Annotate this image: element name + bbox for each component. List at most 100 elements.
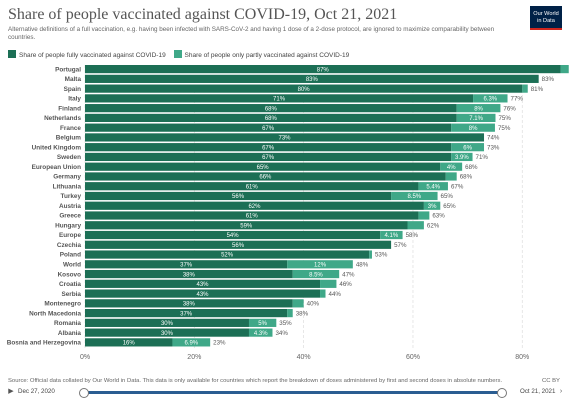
bar-fully-vaccinated	[85, 182, 419, 191]
data-label-total: 23%	[213, 340, 226, 347]
data-label-full: 62%	[248, 204, 261, 210]
bar-fully-vaccinated	[85, 172, 446, 181]
category-label: World	[63, 262, 81, 269]
data-label-total: 77%	[511, 96, 524, 103]
data-label-partial: 8.5%	[309, 272, 323, 278]
timeline-slider[interactable]	[79, 388, 507, 398]
bar-partly-vaccinated	[287, 260, 353, 269]
data-label-full: 43%	[197, 292, 210, 298]
data-label-full: 30%	[161, 321, 174, 327]
legend-item-partial[interactable]: Share of people only partly vaccinated a…	[173, 50, 350, 59]
bar-fully-vaccinated	[85, 65, 561, 74]
data-label-full: 61%	[246, 184, 259, 190]
source-note: Source: Official data collated by Our Wo…	[8, 378, 503, 384]
chart-title: Share of people vaccinated against COVID…	[8, 6, 398, 23]
data-label-partial: 4.3%	[254, 331, 268, 337]
category-label: Spain	[64, 86, 81, 93]
data-label-total: 75%	[498, 125, 511, 132]
category-label: Italy	[68, 96, 81, 103]
bar-fully-vaccinated	[85, 104, 457, 113]
data-label-full: 38%	[183, 272, 196, 278]
x-tick-label: 80%	[515, 354, 529, 361]
data-label-partial: 3.9%	[455, 155, 469, 161]
category-label: Greece	[59, 213, 81, 220]
data-label-total: 34%	[275, 330, 288, 337]
bar-partly-vaccinated	[320, 279, 337, 288]
x-tick-label: 0%	[80, 354, 90, 361]
data-label-total: 46%	[339, 281, 352, 288]
data-label-total: 53%	[375, 252, 388, 259]
data-label-full: 66%	[259, 175, 272, 181]
bar-fully-vaccinated	[85, 94, 474, 103]
data-label-total: 48%	[356, 262, 369, 269]
data-label-full: 56%	[232, 194, 245, 200]
bar-partly-vaccinated	[456, 113, 496, 122]
data-label-total: 44%	[329, 291, 342, 298]
bar-fully-vaccinated	[85, 338, 173, 347]
bar-fully-vaccinated	[85, 191, 392, 201]
category-label: Poland	[60, 252, 81, 259]
legend-label-partial: Share of people only partly vaccinated a…	[184, 52, 350, 59]
bar-fully-vaccinated	[85, 123, 452, 132]
category-label: United Kingdom	[32, 144, 82, 151]
data-label-partial: 8%	[474, 106, 483, 112]
data-label-total: 67%	[451, 183, 464, 190]
data-label-full: 65%	[257, 165, 270, 171]
data-label-total: 35%	[279, 320, 292, 327]
data-label-full: 38%	[183, 302, 196, 308]
data-label-full: 83%	[306, 77, 319, 83]
data-label-partial: 5%	[258, 321, 267, 327]
data-label-partial: 5.4%	[426, 184, 440, 190]
category-label: Bosnia and Herzegovina	[7, 340, 82, 347]
data-label-full: 61%	[246, 214, 259, 220]
license-link[interactable]: CC BY	[541, 378, 560, 384]
category-label: Netherlands	[44, 115, 81, 122]
data-label-full: 68%	[265, 116, 278, 122]
play-icon[interactable]: ▶	[8, 388, 14, 395]
x-tick-label: 40%	[297, 354, 311, 361]
timeline-end-label: Oct 21, 2021	[520, 388, 556, 395]
data-label-partial: 6%	[463, 145, 472, 151]
bar-partly-vaccinated	[248, 318, 277, 327]
category-label: Romania	[54, 320, 81, 327]
category-label: Czechia	[57, 242, 82, 249]
bar-partly-vaccinated	[418, 211, 430, 220]
bar-fully-vaccinated	[85, 318, 249, 327]
data-label-total: 71%	[476, 154, 489, 161]
category-label: Montenegro	[44, 301, 81, 308]
category-label: Belgium	[56, 135, 82, 142]
data-label-full: 54%	[227, 233, 240, 239]
bar-fully-vaccinated	[85, 269, 293, 279]
category-label: Turkey	[61, 193, 82, 200]
timeline-start-handle[interactable]	[79, 388, 89, 398]
data-label-full: 43%	[197, 282, 210, 288]
data-label-partial: 7.1%	[469, 116, 483, 122]
data-label-partial: 3%	[428, 204, 437, 210]
chevron-right-icon[interactable]: ›	[559, 388, 563, 395]
data-label-full: 68%	[265, 106, 278, 112]
bar-partly-vaccinated	[451, 143, 485, 152]
data-label-total: 63%	[432, 213, 445, 220]
data-label-total: 76%	[503, 105, 516, 112]
data-label-partial: 6.3%	[483, 97, 497, 103]
bar-partly-vaccinated	[423, 201, 441, 210]
data-label-full: 52%	[221, 253, 234, 259]
data-label-full: 80%	[298, 87, 311, 93]
logo-line-2: in Data	[537, 18, 555, 24]
data-label-total: 74%	[487, 135, 500, 142]
legend-swatch-partial	[173, 50, 182, 58]
legend-item-full[interactable]: Share of people fully vaccinated against…	[8, 50, 166, 59]
data-label-total: 57%	[394, 242, 407, 249]
bar-partly-vaccinated	[407, 221, 424, 230]
data-label-full: 16%	[123, 341, 136, 347]
data-label-full: 56%	[232, 243, 245, 249]
data-label-full: 37%	[180, 263, 193, 269]
data-label-total: 68%	[460, 174, 473, 181]
bar-fully-vaccinated	[85, 84, 523, 93]
bar-partly-vaccinated	[456, 104, 501, 113]
bar-fully-vaccinated	[85, 328, 249, 337]
owid-logo[interactable]: Our World in Data	[530, 6, 562, 30]
timeline-end-handle[interactable]	[497, 388, 507, 398]
data-label-total: 40%	[307, 301, 320, 308]
category-label: Europe	[59, 232, 81, 239]
